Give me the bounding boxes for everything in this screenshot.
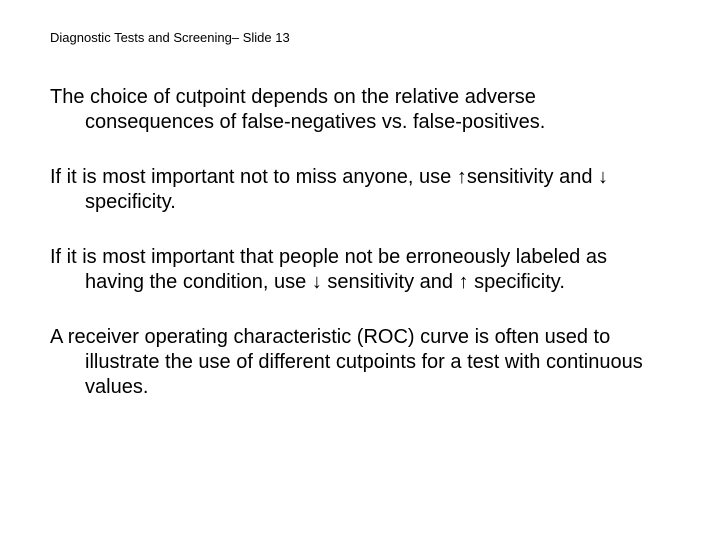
p2-text-c: specificity. [85,191,176,213]
p2-text-b: sensitivity and [467,166,598,188]
paragraph-roc: A receiver operating characteristic (ROC… [85,325,670,400]
up-arrow-icon: ↑ [459,271,469,293]
slide-container: Diagnostic Tests and Screening– Slide 13… [0,0,720,540]
p3-text-b: sensitivity and [322,271,459,293]
paragraph-sensitivity-priority: If it is most important not to miss anyo… [85,165,670,215]
slide-header: Diagnostic Tests and Screening– Slide 13 [50,30,670,45]
up-arrow-icon: ↑ [457,166,467,188]
paragraph-specificity-priority: If it is most important that people not … [85,245,670,295]
down-arrow-icon: ↓ [312,271,322,293]
down-arrow-icon: ↓ [598,166,608,188]
p2-text-a: If it is most important not to miss anyo… [50,166,457,188]
paragraph-cutpoint: The choice of cutpoint depends on the re… [85,85,670,135]
p3-text-c: specificity. [469,271,565,293]
